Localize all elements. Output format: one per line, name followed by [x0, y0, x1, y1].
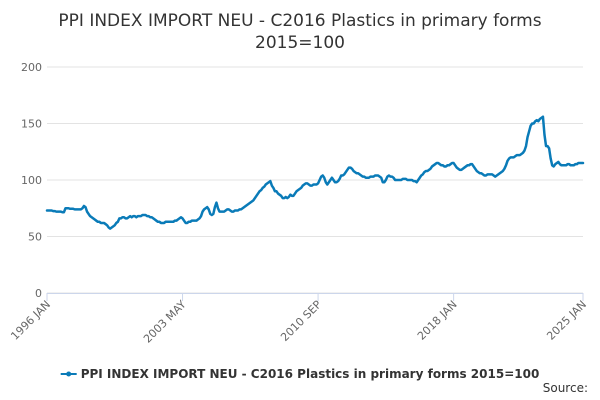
legend-label: PPI INDEX IMPORT NEU - C2016 Plastics in…: [81, 367, 540, 381]
legend-marker: [66, 371, 72, 377]
y-tick-label: 100: [21, 174, 42, 187]
chart-subtitle: 2015=100: [255, 33, 345, 53]
chart-title: PPI INDEX IMPORT NEU - C2016 Plastics in…: [58, 11, 541, 31]
x-tick-label: 2025 JAN: [544, 298, 589, 343]
x-tick-label: 1996 JAN: [8, 298, 53, 343]
y-tick-label: 200: [21, 61, 42, 74]
legend-item: PPI INDEX IMPORT NEU - C2016 Plastics in…: [60, 367, 540, 381]
x-tick-label: 2018 JAN: [415, 298, 460, 343]
x-tick-label: 2010 SEP: [278, 298, 324, 344]
y-tick-label: 150: [21, 118, 42, 131]
x-tick-label: 2003 MAY: [141, 298, 189, 346]
y-tick-label: 50: [28, 231, 42, 244]
source: Source:: [543, 381, 588, 395]
data-line: [45, 115, 585, 230]
y-tick-label: 0: [35, 287, 42, 300]
